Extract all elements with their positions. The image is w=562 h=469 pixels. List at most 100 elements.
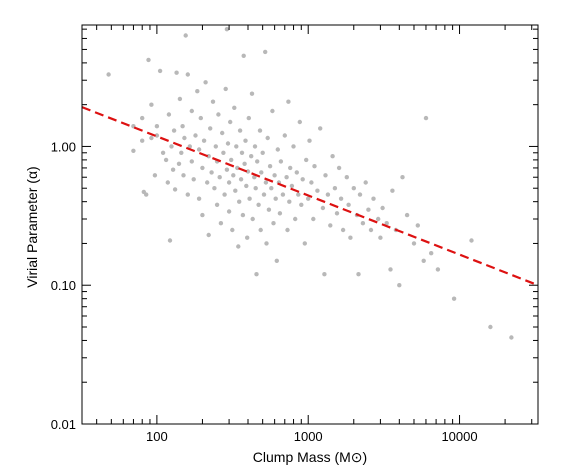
data-point bbox=[154, 133, 160, 138]
data-point bbox=[260, 150, 265, 155]
data-point bbox=[293, 216, 298, 222]
data-point bbox=[328, 223, 333, 228]
data-point bbox=[196, 147, 202, 152]
data-point bbox=[306, 196, 311, 201]
data-point bbox=[275, 147, 280, 152]
data-point bbox=[294, 170, 299, 175]
data-point bbox=[185, 192, 190, 197]
data-point bbox=[325, 192, 331, 197]
data-point bbox=[302, 241, 307, 246]
data-point bbox=[179, 150, 184, 155]
data-point bbox=[221, 150, 226, 155]
data-point bbox=[423, 115, 429, 121]
data-point bbox=[390, 188, 395, 193]
data-point bbox=[297, 119, 302, 125]
data-point bbox=[278, 159, 284, 164]
data-point bbox=[214, 202, 220, 207]
fit-line bbox=[81, 106, 539, 287]
data-point bbox=[160, 150, 166, 155]
data-point bbox=[274, 258, 279, 263]
data-point bbox=[236, 244, 241, 249]
data-point bbox=[286, 99, 291, 104]
data-point bbox=[254, 272, 259, 277]
data-point bbox=[344, 175, 349, 180]
data-point bbox=[421, 258, 426, 263]
data-point bbox=[237, 128, 243, 133]
data-point bbox=[201, 138, 207, 143]
data-point bbox=[232, 105, 237, 111]
data-point bbox=[174, 70, 179, 75]
data-point bbox=[149, 135, 154, 141]
data-point bbox=[250, 216, 255, 222]
data-point bbox=[224, 27, 230, 32]
data-point bbox=[172, 187, 178, 192]
data-point bbox=[272, 173, 277, 178]
data-point bbox=[170, 167, 176, 172]
data-point bbox=[309, 180, 314, 185]
data-point bbox=[356, 272, 361, 277]
data-point bbox=[366, 207, 371, 212]
data-points bbox=[106, 27, 514, 340]
data-point bbox=[152, 173, 158, 178]
data-point bbox=[226, 180, 232, 185]
data-point bbox=[376, 216, 381, 222]
data-point bbox=[346, 202, 351, 207]
data-point bbox=[263, 49, 268, 55]
data-point bbox=[277, 211, 283, 216]
data-point bbox=[240, 212, 246, 218]
data-point bbox=[185, 72, 190, 77]
y-tick-label: 0.10 bbox=[51, 278, 76, 293]
data-point bbox=[187, 144, 192, 149]
data-point bbox=[289, 183, 295, 189]
data-point bbox=[203, 80, 208, 85]
x-tick-label: 1000 bbox=[294, 429, 323, 444]
data-point bbox=[315, 188, 320, 193]
data-point bbox=[218, 221, 224, 226]
data-point bbox=[200, 212, 205, 218]
data-point bbox=[509, 335, 514, 340]
data-point bbox=[255, 159, 260, 164]
data-point bbox=[246, 115, 251, 121]
data-point bbox=[249, 91, 255, 96]
data-point bbox=[269, 186, 274, 191]
data-point bbox=[307, 138, 312, 143]
data-point bbox=[195, 89, 200, 94]
data-point bbox=[225, 141, 231, 146]
data-point bbox=[300, 177, 305, 182]
data-point bbox=[311, 216, 316, 222]
data-point bbox=[334, 211, 340, 216]
data-point bbox=[181, 173, 186, 178]
data-point bbox=[171, 128, 177, 133]
data-point bbox=[384, 221, 389, 226]
data-point bbox=[231, 173, 236, 178]
data-point bbox=[167, 238, 173, 243]
x-tick-label: 10000 bbox=[441, 429, 477, 444]
data-point bbox=[267, 164, 273, 169]
data-point bbox=[234, 144, 239, 149]
data-point bbox=[400, 175, 405, 180]
data-point bbox=[332, 186, 338, 191]
data-point bbox=[256, 202, 261, 207]
data-point bbox=[291, 144, 296, 149]
data-point bbox=[237, 199, 242, 204]
data-point bbox=[183, 33, 188, 38]
data-point bbox=[106, 72, 111, 77]
data-point bbox=[131, 148, 136, 153]
tick-marks bbox=[82, 25, 538, 425]
data-point bbox=[322, 272, 327, 277]
data-point bbox=[259, 170, 264, 175]
data-point bbox=[247, 196, 252, 201]
data-point bbox=[429, 251, 434, 256]
data-point bbox=[252, 175, 257, 180]
x-axis-title: Clump Mass (M⊙) bbox=[253, 449, 367, 465]
data-point bbox=[212, 186, 217, 191]
data-point bbox=[285, 227, 290, 233]
data-point bbox=[163, 157, 169, 163]
y-axis-title: Virial Parameter (α) bbox=[24, 166, 40, 287]
axes bbox=[81, 24, 539, 425]
data-point bbox=[263, 180, 269, 185]
data-point bbox=[252, 144, 258, 149]
data-point bbox=[140, 115, 145, 121]
data-point bbox=[469, 238, 474, 243]
data-point bbox=[388, 267, 393, 272]
